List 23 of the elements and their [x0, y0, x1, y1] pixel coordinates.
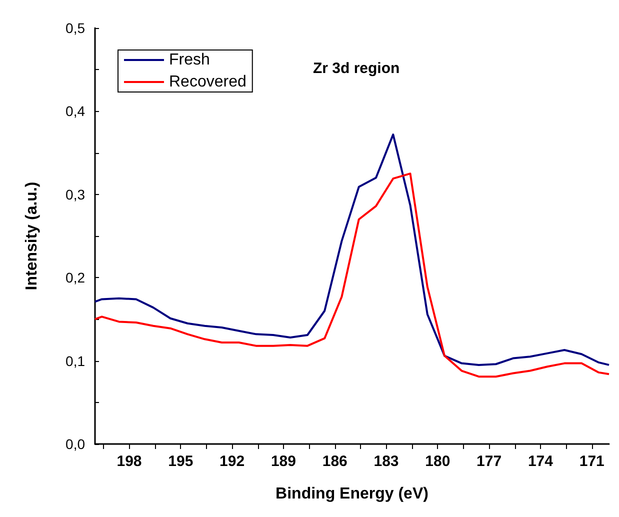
- legend-label: Recovered: [169, 74, 246, 90]
- y-tick-label: 0,0: [66, 436, 86, 452]
- x-tick-label: 180: [425, 453, 450, 470]
- x-tick-label: 177: [476, 453, 502, 470]
- x-axis-title: Binding Energy (eV): [276, 486, 428, 502]
- y-axis-title: Intensity (a.u.): [24, 182, 40, 290]
- line-series: [94, 133, 610, 366]
- text: Zr 3d region: [313, 60, 400, 77]
- x-tick-label: 189: [270, 453, 296, 470]
- y-tick-label: 0,5: [66, 20, 86, 36]
- x-tick-label: 174: [528, 453, 554, 470]
- x-tick-label: 198: [116, 453, 142, 470]
- x-tick-label: 195: [168, 453, 194, 470]
- y-tick-label: 0,1: [66, 352, 86, 369]
- x-tick-label: 192: [220, 453, 245, 470]
- y-tick-label: 0,4: [66, 103, 86, 120]
- y-tick-label: 0,2: [66, 270, 86, 286]
- y-tick-label: 0,3: [66, 186, 86, 202]
- x-tick-label: 171: [579, 453, 604, 470]
- x-tick-label: 183: [374, 453, 399, 470]
- x-tick-label: 186: [322, 453, 348, 470]
- line-series: [94, 172, 610, 378]
- legend-label: Fresh: [169, 52, 210, 68]
